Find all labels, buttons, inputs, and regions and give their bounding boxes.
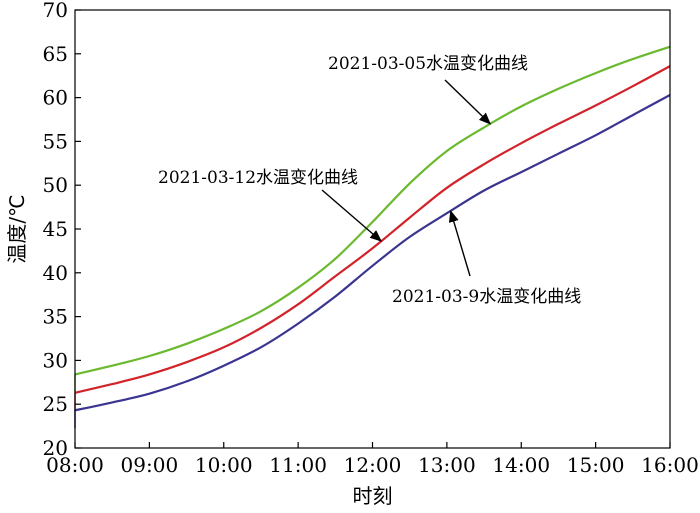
ticks-layer: 20 25 30 35 40 45 50 55 60 65 70 08:00 09:00 10:00 11:… (43, 0, 699, 477)
x-tick-label: 09:00 (121, 453, 179, 477)
x-tick-label: 11:00 (269, 453, 327, 477)
y-tick-label: 30 (43, 348, 68, 372)
annotation-label: 2021-03-12水温变化曲线 (158, 168, 358, 188)
y-tick-label: 40 (43, 261, 68, 285)
y-axis-title: 温度/℃ (5, 194, 29, 263)
x-tick-label: 14:00 (492, 453, 550, 477)
series-layer (74, 45, 671, 429)
series-line (74, 65, 671, 394)
y-tick-label: 45 (43, 217, 68, 241)
x-tick-label: 15:00 (567, 453, 625, 477)
y-tick-label: 70 (43, 0, 68, 22)
annotation-layer: 2021-03-05水温变化曲线 2021-03-12水温变化曲线 2021-03-… (158, 54, 581, 307)
x-axis-title: 时刻 (353, 484, 393, 508)
annotation-arrow (448, 209, 471, 277)
y-tick-label: 65 (43, 42, 68, 66)
y-tick-label: 50 (43, 173, 68, 197)
y-tick-label: 35 (43, 305, 68, 329)
y-tick-label: 20 (43, 436, 68, 460)
series-line (74, 45, 671, 376)
annotation-label: 2021-03-05水温变化曲线 (328, 54, 528, 74)
plot-frame (74, 9, 671, 449)
x-tick-label: 12:00 (344, 453, 402, 477)
x-tick-label: 16:00 (641, 453, 699, 477)
y-tick-label: 55 (43, 129, 68, 153)
x-tick-label: 10:00 (195, 453, 253, 477)
annotation-arrow (444, 79, 491, 125)
x-tick-label: 13:00 (418, 453, 476, 477)
series-line (74, 94, 671, 412)
x-tick-label: 08:00 (46, 453, 104, 477)
y-tick-label: 60 (43, 86, 68, 110)
annotation-label: 2021-03-9水温变化曲线 (392, 287, 581, 307)
y-tick-label: 25 (43, 392, 68, 416)
annotation-arrow (321, 189, 382, 242)
